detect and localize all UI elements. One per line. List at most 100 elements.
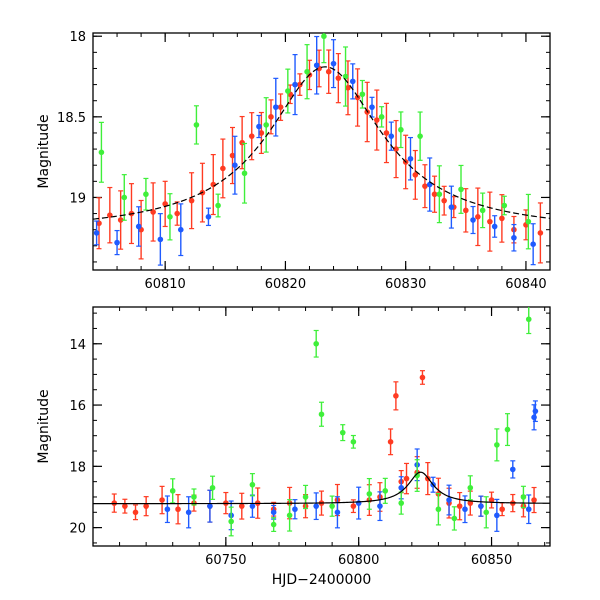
data-point [366, 491, 373, 497]
data-point [121, 194, 128, 201]
data-point [412, 172, 419, 178]
data-point [228, 518, 234, 525]
data-point [369, 104, 375, 110]
data-point [467, 484, 474, 491]
data-point [463, 207, 469, 214]
data-point [117, 217, 124, 223]
x-tick-label: 60850 [471, 553, 512, 568]
data-point [501, 202, 508, 209]
bottom-panel-full-light-curve: 60750 60800 60850 14 16 18 20 Magnitude HJD−2400… [36, 306, 551, 588]
data-point [451, 515, 458, 522]
data-point [431, 191, 438, 198]
data-point [342, 73, 349, 80]
data-point [232, 162, 238, 169]
data-point [456, 503, 463, 509]
y-tick-label: 18 [69, 460, 86, 475]
data-point [143, 503, 149, 509]
data-point [494, 442, 500, 448]
data-point [215, 202, 221, 209]
data-point [479, 207, 486, 214]
data-point [458, 186, 464, 193]
data-point [330, 60, 337, 67]
data-point [313, 503, 319, 509]
data-point [467, 500, 474, 506]
data-point [335, 75, 342, 81]
data-point [191, 494, 197, 500]
data-point [530, 241, 536, 248]
data-point [249, 481, 256, 488]
data-point [292, 506, 298, 513]
data-point [135, 223, 142, 230]
data-point [398, 484, 405, 491]
data-point [258, 130, 265, 136]
data-point [531, 497, 537, 503]
data-point [407, 155, 414, 162]
data-point [297, 81, 303, 88]
data-point [377, 503, 383, 509]
data-point [355, 500, 362, 506]
data-point [193, 122, 200, 128]
data-point [478, 503, 484, 509]
data-point [263, 122, 269, 128]
data-point [238, 503, 245, 509]
data-point [504, 426, 511, 433]
data-point [321, 33, 327, 40]
data-point [382, 488, 389, 494]
model-curve [93, 66, 550, 220]
data-point [286, 512, 293, 519]
data-layer [93, 307, 550, 537]
model-curve [93, 471, 550, 505]
data-point [525, 506, 532, 513]
data-point [532, 408, 539, 414]
data-point [520, 494, 527, 500]
data-point [157, 236, 164, 243]
data-point [313, 62, 320, 69]
data-point [132, 509, 139, 516]
data-point [167, 213, 173, 220]
data-point [220, 165, 226, 172]
data-point [350, 439, 357, 445]
data-point [359, 91, 366, 98]
plot-frame [92, 306, 551, 547]
data-point [510, 466, 516, 473]
data-point [537, 230, 544, 236]
data-point [229, 152, 236, 159]
data-point [270, 521, 277, 528]
data-point [446, 497, 452, 503]
data-point [499, 506, 505, 513]
data-point [378, 114, 385, 120]
data-point [387, 439, 394, 445]
data-point [249, 503, 256, 509]
x-tick-label: 60800 [338, 553, 379, 568]
data-point [393, 393, 399, 399]
data-point [491, 223, 498, 230]
data-point [339, 429, 346, 436]
data-point [292, 81, 298, 88]
data-point [350, 503, 357, 509]
data-point [349, 78, 356, 85]
data-point [435, 506, 442, 513]
data-point [175, 506, 181, 513]
data-point [494, 512, 500, 519]
data-point [419, 374, 426, 381]
data-point [462, 506, 468, 513]
x-tick-label: 60750 [205, 553, 246, 568]
data-point [188, 197, 195, 204]
y-axis-title: Magnitude [36, 389, 52, 463]
data-point [96, 220, 102, 227]
data-point [285, 88, 291, 94]
data-point [270, 509, 277, 516]
data-point [162, 201, 168, 207]
data-point [304, 68, 310, 75]
x-tick-label: 60820 [265, 277, 306, 292]
y-tick-label: 14 [69, 338, 86, 353]
x-axis-title: HJD−2400000 [272, 572, 372, 588]
y-tick-label: 20 [69, 522, 86, 537]
data-point [256, 123, 262, 130]
data-point [470, 217, 476, 223]
data-point [388, 133, 395, 139]
data-point [209, 484, 216, 491]
x-tick-label: 60830 [385, 277, 426, 292]
data-point [169, 488, 176, 494]
